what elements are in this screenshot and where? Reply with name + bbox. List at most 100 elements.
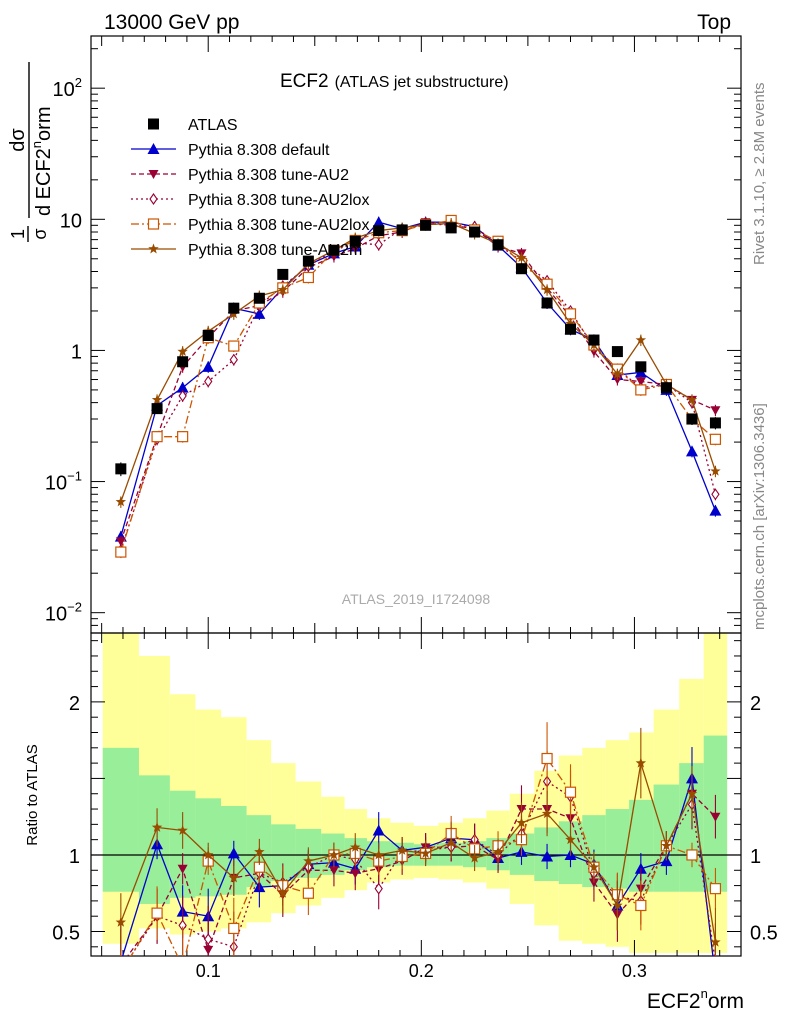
data-point [115,546,127,558]
legend-label: Pythia 8.308 default [188,142,330,159]
main-ytick-base: 1 [71,341,82,363]
ratio-ytick-label-left: 0.5 [52,923,80,945]
ylabel-den-sup: n [29,141,44,148]
ratio-point [710,812,721,822]
data-point [420,219,432,231]
ratio-point [374,882,383,895]
main-ytick-base: 10 [60,210,82,232]
ratio-point [151,821,163,832]
data-point [302,271,314,284]
ratio-point [635,757,647,768]
data-point [565,323,577,335]
ratio-point [202,849,214,860]
legend-entry: Pythia 8.308 tune-AU2m [131,242,362,259]
data-point [541,284,553,295]
data-point [709,417,721,429]
data-point [151,403,163,415]
chart-title: ECF2 (ATLAS jet substructure) [280,71,509,92]
series-0 [115,219,721,477]
ratio-point [204,933,213,946]
chart-title-sub: (ATLAS jet substructure) [335,74,509,91]
data-point [686,394,698,405]
analysis-id: ATLAS_2019_I1724098 [342,591,491,607]
legend-entry: Pythia 8.308 tune-AU2lox [131,192,369,209]
legend-entry: Pythia 8.308 default [131,142,330,159]
data-point [469,226,481,238]
data-point [611,346,623,358]
axes-frame [90,35,742,957]
ratio-point [686,788,698,799]
data-point [177,356,189,368]
data-point [202,329,214,341]
data-point [177,346,188,357]
series-line-main [120,219,716,553]
data-point [445,222,457,234]
ratio-point [635,899,647,912]
ratio-point [177,864,188,874]
ratio-point [302,887,314,899]
main-ytick-base: 10 [53,79,75,101]
ratio-point [588,861,600,872]
legend-entry: Pythia 8.308 tune-AU2lox [131,217,369,234]
ylabel-frac1-num: 1 [8,229,28,239]
xlabel-base: ECF2 [647,990,701,1013]
ratio-point [686,849,698,861]
side-text-mcplots: mcplots.cern.ch [arXiv:1306.3436] [751,403,768,630]
ratio-ytick-label-left: 2 [69,693,80,715]
data-point [635,361,647,373]
data-point [372,216,385,228]
ratio-ytick-label-right: 1 [750,846,761,868]
uncertainty-bands [102,633,728,953]
main-ytick-label: 10−2 [45,600,82,626]
data-point [515,263,527,275]
data-point [176,381,189,393]
xtick-label: 0.1 [196,961,221,981]
ratio-point [396,844,408,855]
ratio-point [227,847,240,859]
legend-marker [148,118,159,130]
legend-entry: ATLAS [148,117,238,134]
data-point [635,384,647,396]
data-point [115,496,127,507]
ratio-ytick-label-right: 0.5 [750,923,778,945]
data-point [612,368,623,379]
ratio-point [516,817,527,828]
legend-label: Pythia 8.308 tune-AU2lox [188,192,369,209]
data-point [374,238,383,251]
ratio-point [228,922,240,935]
legend-marker [147,218,160,230]
ratio-point [372,824,385,836]
data-point [709,433,722,445]
xtick-label: 0.3 [622,961,647,981]
ratio-point [661,840,672,851]
xtick-label: 0.2 [409,961,434,981]
ratio-point [420,847,431,858]
legend-entry: Pythia 8.308 tune-AU2 [131,167,349,184]
band-inner [138,775,170,904]
legend-marker [148,170,159,179]
ylabel-frac2-num: dσ [7,128,29,152]
ratio-ytick-label-left: 1 [69,846,80,868]
data-point [516,252,527,263]
main-ytick-label: 10 [60,210,82,232]
data-point [151,394,163,405]
main-ytick-label: 1 [71,341,82,363]
ratio-point [445,837,457,848]
ratio-point [228,872,240,883]
data-point [253,307,266,319]
legend-label: Pythia 8.308 tune-AU2lox [188,217,369,234]
header-left: 13000 GeV pp [104,11,239,34]
data-point [228,302,240,314]
ratio-panel-frame [90,632,742,957]
ratio-ylabel: Ratio to ATLAS [24,744,41,845]
data-point [685,445,698,457]
main-ytick-base: 10 [45,604,67,626]
ratio-point [710,936,721,947]
ratio-point [115,916,127,927]
ratio-point [303,855,314,866]
data-point [115,537,126,547]
legend-marker [149,193,158,205]
data-point [302,255,314,267]
